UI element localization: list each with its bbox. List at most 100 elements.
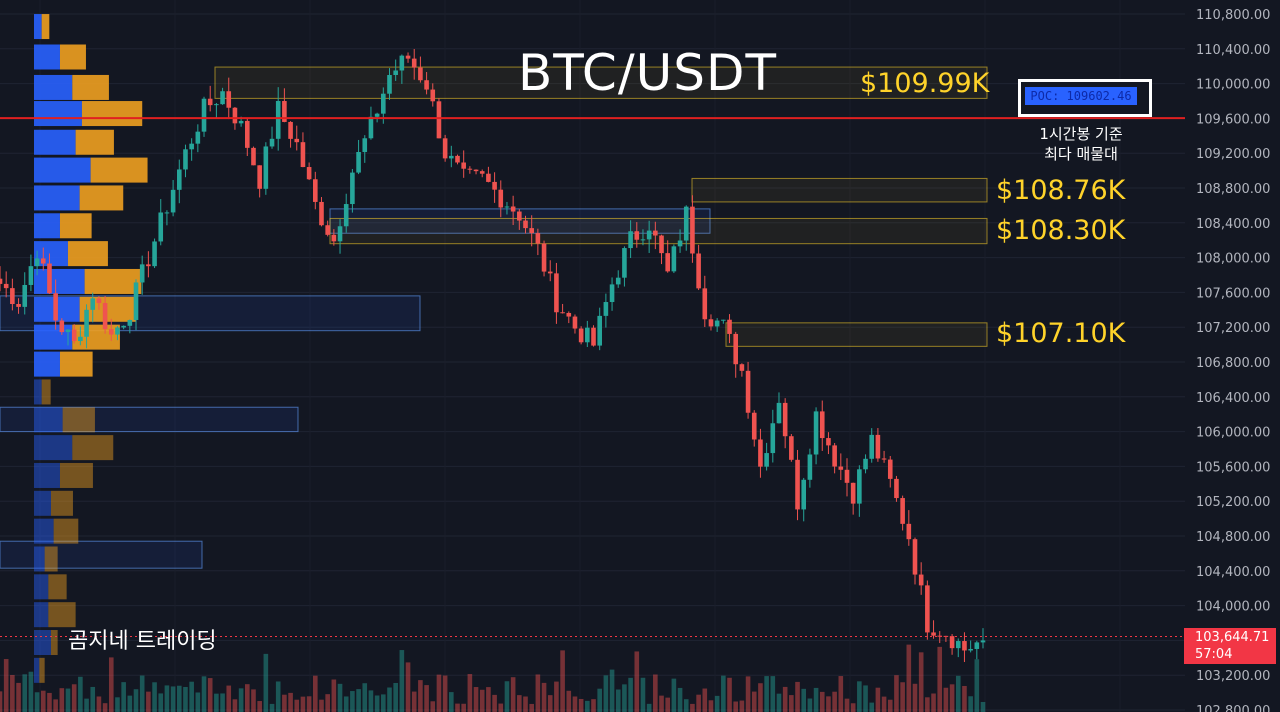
volume-bar [90, 686, 96, 712]
volume-bar [393, 682, 398, 712]
candle-body [399, 55, 405, 71]
volume-bar [152, 682, 157, 712]
volume-bar [102, 703, 108, 712]
volume-bar [751, 691, 757, 712]
volume-bar [529, 703, 534, 712]
vp-sell-bar [72, 435, 114, 461]
candle-body [158, 212, 164, 242]
volume-bar [319, 699, 324, 712]
candle-body [739, 364, 745, 371]
volume-bar [226, 685, 232, 712]
current-price-badge[interactable]: 103,644.71 57:04 [1184, 628, 1276, 664]
candle-body [0, 278, 3, 284]
candle-body [486, 173, 491, 182]
candle-body [146, 264, 151, 267]
volume-bar [207, 678, 213, 712]
chart-title: BTC/USDT [518, 44, 778, 102]
candle-body [84, 309, 89, 337]
volume-bar [362, 683, 368, 712]
candle-body [683, 206, 689, 241]
y-tick-label: 107,200.00 [1196, 321, 1270, 336]
candle-body [53, 293, 58, 321]
candle-body [838, 466, 844, 470]
volume-bar [826, 696, 831, 712]
y-tick-label: 108,800.00 [1196, 182, 1270, 197]
volume-bar [677, 687, 683, 712]
candle-body [517, 211, 522, 221]
bar-countdown: 57:04 [1195, 647, 1233, 662]
volume-bar [603, 675, 609, 712]
volume-bar [665, 697, 670, 712]
volume-bar [498, 703, 504, 712]
volume-bar [628, 677, 633, 712]
level-label-107100: $107.10K [996, 318, 1126, 349]
volume-bar [974, 659, 980, 712]
volume-bar [306, 696, 312, 712]
candle-body [461, 162, 466, 169]
volume-bar [146, 691, 151, 712]
candle-body [257, 165, 262, 189]
candle-body [782, 402, 788, 437]
candle-body [71, 329, 77, 342]
y-tick-label: 104,000.00 [1196, 600, 1270, 615]
volume-bar [733, 701, 739, 712]
vp-buy-bar [34, 324, 73, 350]
candle-body [863, 458, 868, 470]
volume-bar [0, 691, 3, 712]
volume-bar [609, 669, 615, 712]
volume-bar [690, 703, 695, 712]
volume-bar [158, 693, 164, 712]
vp-sell-bar [59, 462, 93, 488]
volume-bar [418, 680, 423, 712]
candle-body [195, 131, 201, 144]
vp-sell-bar [44, 546, 58, 572]
volume-bar [356, 689, 361, 712]
highlight-box [0, 540, 203, 569]
volume-bar [232, 699, 238, 712]
candle-body [622, 248, 627, 278]
candle-body [813, 411, 819, 455]
candle-body [78, 336, 83, 342]
candle-body [937, 635, 943, 637]
y-tick-label: 105,600.00 [1196, 460, 1270, 475]
candle-body [325, 225, 330, 235]
volume-bar [84, 698, 89, 712]
candle-body [226, 91, 232, 108]
vp-sell-bar [41, 379, 51, 405]
volume-bar [535, 674, 541, 712]
volume-bar [337, 683, 343, 712]
candle-body [282, 101, 287, 122]
volume-bar [739, 700, 745, 712]
volume-bar [492, 694, 497, 712]
candle-body [356, 152, 361, 173]
candle-body [819, 411, 825, 439]
y-tick-label: 110,800.00 [1196, 8, 1270, 23]
volume-bar [881, 696, 887, 712]
vp-sell-bar [79, 296, 137, 322]
candle-body [59, 320, 65, 333]
level-box [725, 322, 988, 347]
volume-bar [275, 681, 281, 712]
y-tick-label: 106,400.00 [1196, 391, 1270, 406]
candle-body [764, 453, 769, 467]
volume-bar [282, 694, 287, 712]
candle-body [758, 439, 763, 467]
volume-bar [925, 697, 930, 712]
volume-profile [34, 14, 148, 683]
candle-body [3, 283, 9, 289]
candle-body [449, 155, 454, 159]
volume-bar [721, 675, 726, 712]
volume-bar [449, 692, 454, 712]
grid-lines [0, 13, 1185, 711]
volume-bar [430, 701, 436, 712]
volume-bar [214, 693, 219, 712]
vp-sell-bar [48, 602, 76, 628]
vp-buy-bar [34, 574, 49, 600]
watermark: 곰지네 트레이딩 [68, 629, 217, 654]
volume-bar [59, 688, 65, 712]
poc-note-line2: 최다 매물대 [1044, 145, 1118, 163]
y-tick-label: 108,000.00 [1196, 252, 1270, 267]
volume-bar [615, 689, 621, 712]
